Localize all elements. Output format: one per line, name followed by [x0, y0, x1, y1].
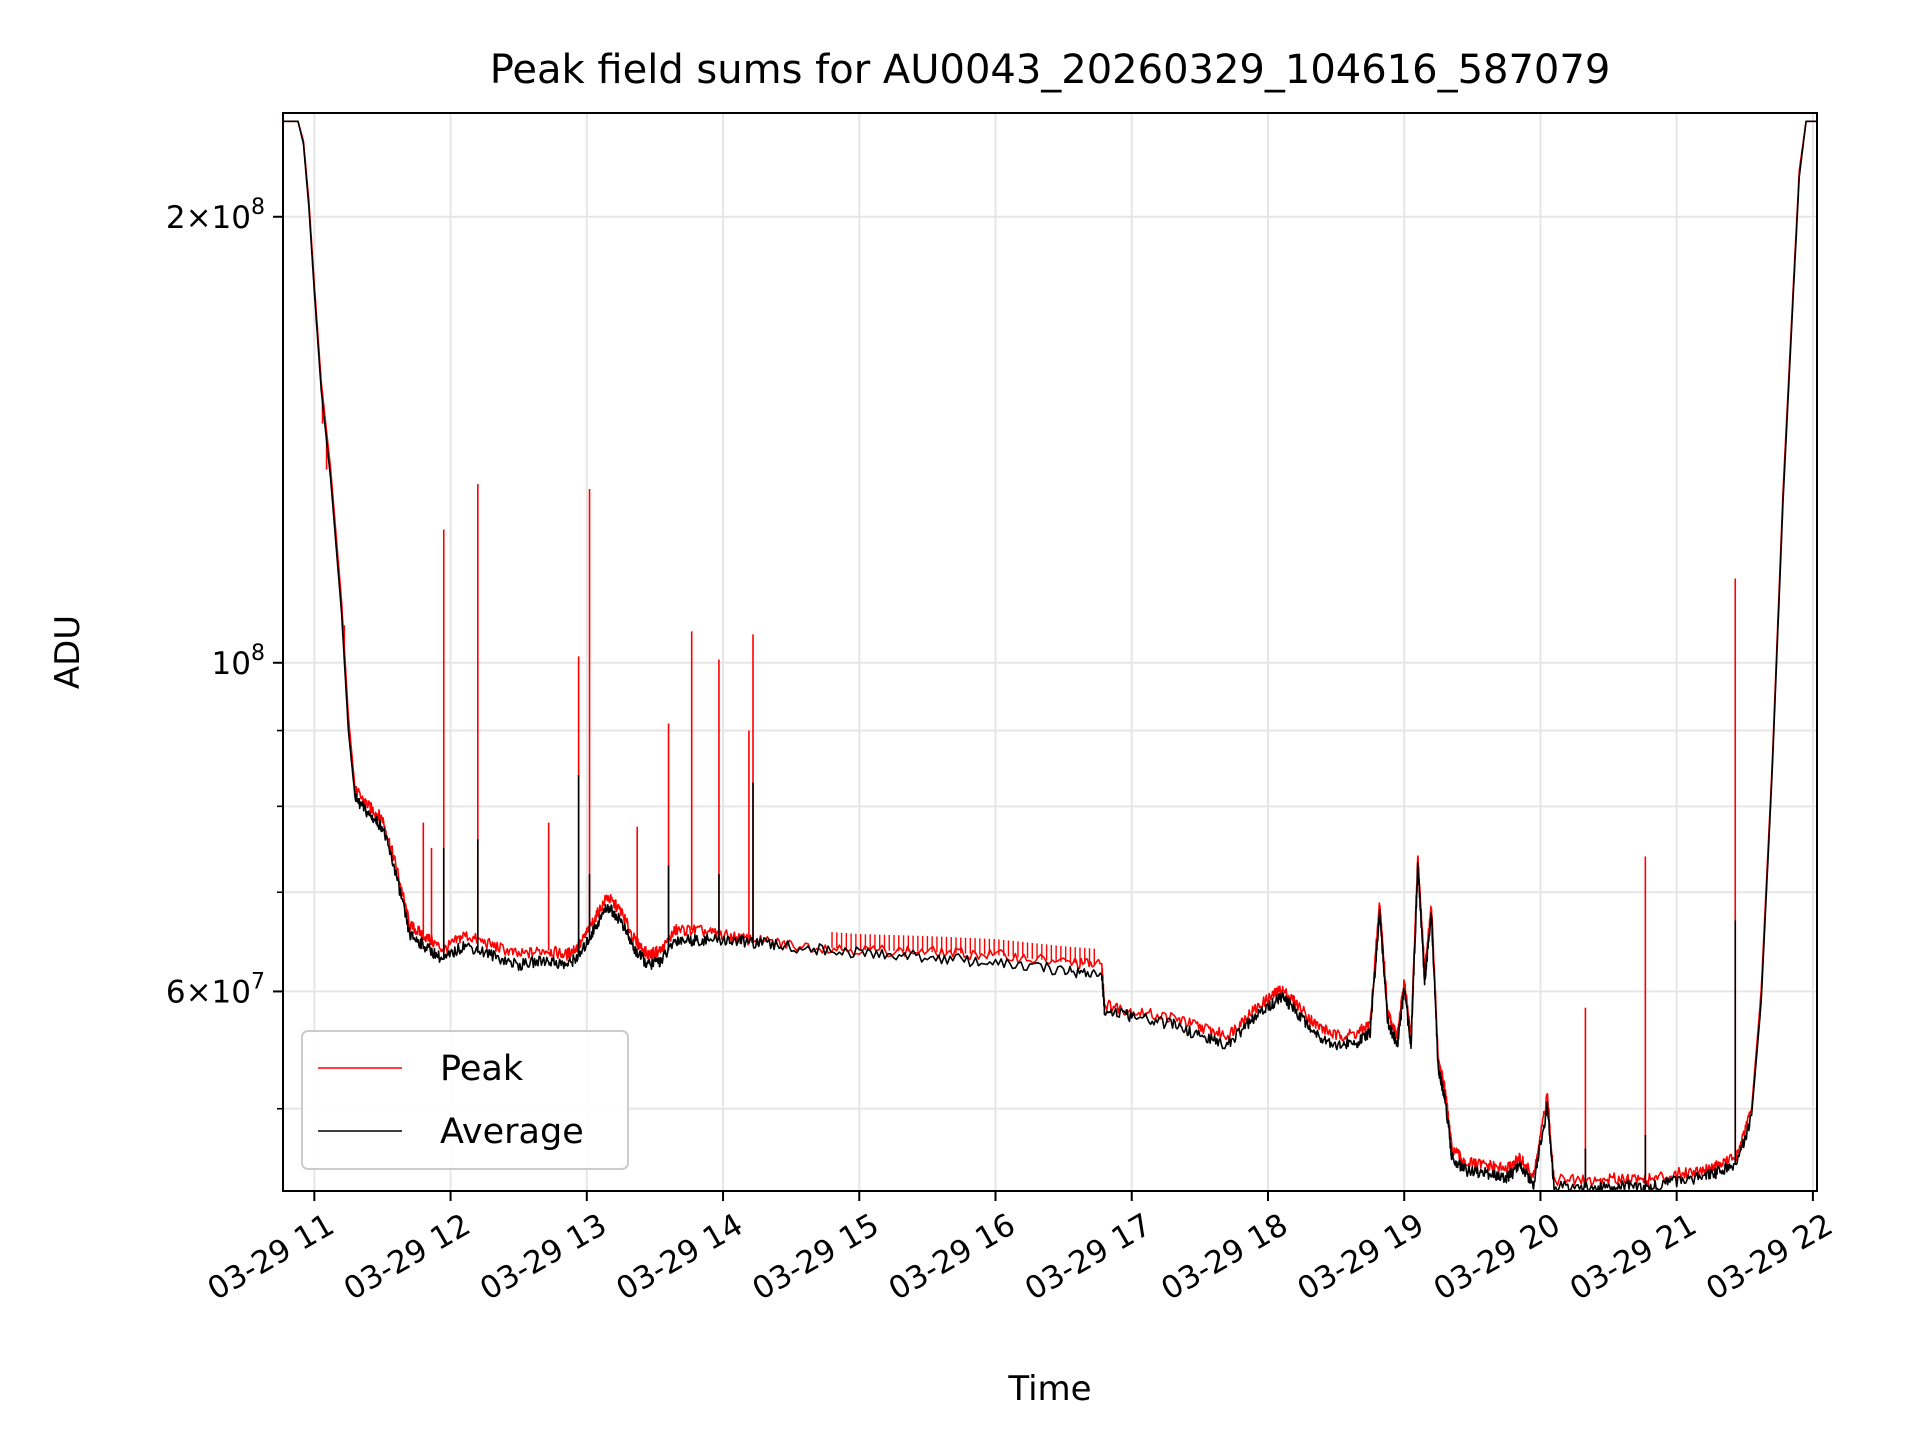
legend-label-peak: Peak [440, 1049, 524, 1089]
series-line-peak [283, 120, 1817, 1187]
x-axis-label: Time [1007, 1369, 1091, 1409]
legend: Peak Average [301, 1030, 629, 1170]
y-tick-label: 6×107 [166, 969, 265, 1010]
plot-area-frame [282, 112, 1818, 1192]
y-axis-label: ADU [48, 615, 88, 689]
y-tick-label: 2×108 [166, 195, 265, 236]
y-tick-label: 108 [212, 641, 265, 682]
legend-box [301, 1030, 629, 1170]
y-axis-ticks: 6×107 108 2×108 [166, 195, 283, 1110]
chart-title: Peak field sums for AU0043_20260329_1046… [490, 47, 1611, 93]
series-line-average [283, 120, 1817, 1191]
gridlines [283, 113, 1817, 1191]
series-layer [283, 120, 1817, 1191]
legend-label-average: Average [440, 1112, 584, 1152]
